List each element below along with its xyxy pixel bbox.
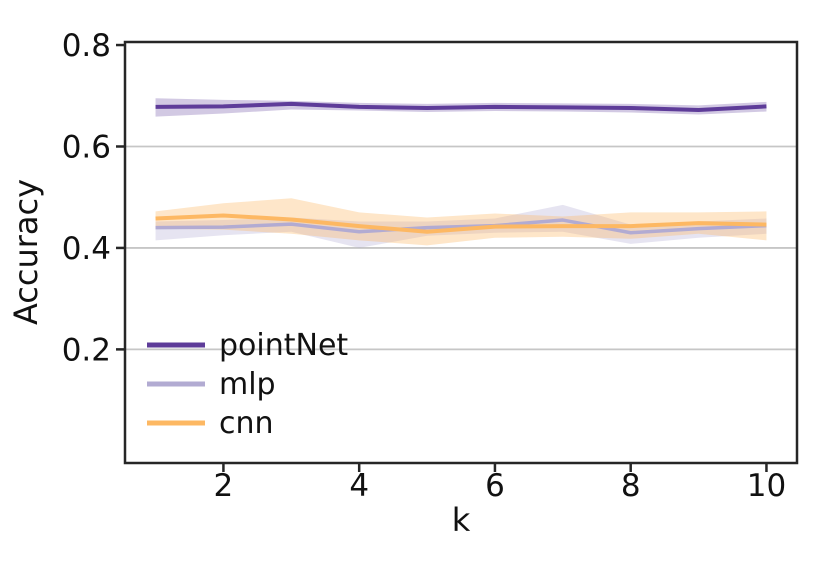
series-band-cnn bbox=[155, 198, 767, 246]
x-axis-label: k bbox=[452, 501, 471, 539]
y-tick-label: 0.4 bbox=[62, 231, 111, 267]
legend-label-pointNet: pointNet bbox=[219, 328, 348, 363]
legend-label-cnn: cnn bbox=[219, 406, 274, 441]
y-tick-label: 0.6 bbox=[62, 129, 111, 165]
x-tick-label: 10 bbox=[747, 468, 786, 504]
y-tick-label: 0.8 bbox=[62, 28, 111, 64]
series-line-pointNet bbox=[155, 101, 767, 112]
legend: pointNet mlp cnn bbox=[147, 328, 348, 441]
series-lines bbox=[155, 101, 767, 235]
series-line-cnn bbox=[155, 213, 767, 234]
x-tick-label: 6 bbox=[485, 468, 505, 504]
x-tick-label: 4 bbox=[349, 468, 369, 504]
series-line-mlp bbox=[155, 218, 767, 235]
legend-label-mlp: mlp bbox=[219, 367, 276, 402]
x-tick-label: 8 bbox=[621, 468, 641, 504]
gridlines bbox=[125, 145, 797, 351]
y-tick-label: 0.2 bbox=[62, 332, 111, 368]
x-tick-label: 2 bbox=[214, 468, 234, 504]
plot-border bbox=[123, 40, 799, 465]
y-axis-label: Accuracy bbox=[7, 179, 45, 325]
axes: 2 4 6 8 10 0.2 0.4 0.6 0.8 bbox=[62, 28, 799, 504]
